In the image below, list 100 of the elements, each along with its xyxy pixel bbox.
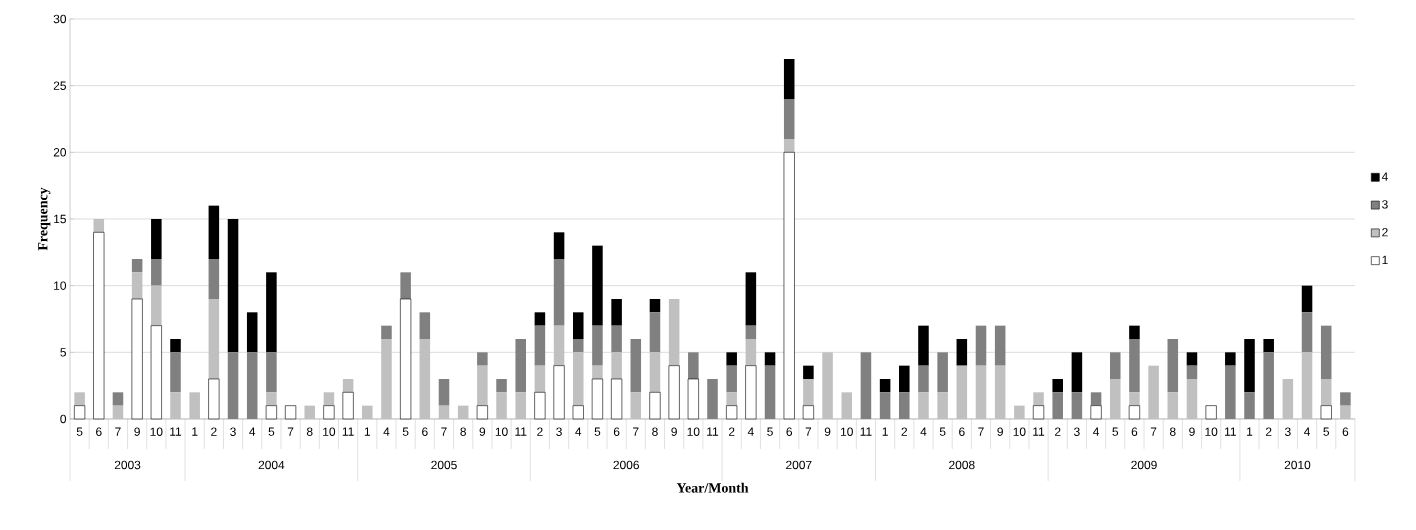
y-tick-label: 30 xyxy=(53,14,67,24)
bar xyxy=(783,98,795,139)
y-tick-label: 25 xyxy=(53,81,66,90)
x-tick-label: 5 xyxy=(1323,427,1330,436)
bar xyxy=(1109,352,1121,379)
bar xyxy=(1320,405,1332,420)
bar xyxy=(591,378,603,420)
x-tick-label: 8 xyxy=(1169,427,1176,436)
x-tick-label: 10 xyxy=(495,427,508,436)
bar xyxy=(342,392,354,420)
y-tick-label: 10 xyxy=(54,281,67,290)
x-tick-label: 4 xyxy=(920,427,927,436)
y-tick-label: 20 xyxy=(53,148,67,157)
bar xyxy=(400,298,412,420)
x-tick-label: 11 xyxy=(860,427,872,436)
x-tick-label: 5 xyxy=(402,427,409,436)
bar xyxy=(649,352,661,393)
bar xyxy=(1071,352,1083,393)
bar xyxy=(476,405,488,420)
x-tick-label: 8 xyxy=(306,427,313,436)
bar xyxy=(1052,378,1063,393)
x-tick-label: 6 xyxy=(613,427,620,436)
text: 2004 xyxy=(258,460,285,470)
x-tick-label: 7 xyxy=(115,427,121,436)
bar xyxy=(1129,325,1140,339)
x-tick-label: 7 xyxy=(633,427,639,436)
bar xyxy=(1186,352,1198,366)
legend-label: 2 xyxy=(1382,227,1388,237)
x-tick-label: 8 xyxy=(460,427,466,436)
bar xyxy=(438,378,450,406)
x-tick-label: 11 xyxy=(1033,427,1045,436)
x-tick-label: 10 xyxy=(687,427,700,436)
x-tick-label: 9 xyxy=(479,427,486,436)
bar xyxy=(1014,405,1025,419)
bar xyxy=(1109,378,1121,419)
bar xyxy=(726,365,737,393)
x-tick-label: 6 xyxy=(1342,427,1349,436)
bar xyxy=(208,205,220,259)
x-tick-label: 11 xyxy=(707,427,719,436)
bar xyxy=(1263,338,1274,353)
bar xyxy=(1128,405,1140,420)
bar xyxy=(496,392,507,419)
legend-label: 4 xyxy=(1381,172,1388,181)
bar xyxy=(266,352,277,393)
x-tick-label: 6 xyxy=(96,427,102,436)
bar xyxy=(783,152,795,420)
bar xyxy=(553,232,565,259)
y-tick-label: 5 xyxy=(60,348,66,357)
x-tick-label: 9 xyxy=(1189,427,1195,436)
bar xyxy=(534,312,546,326)
x-tick-label: 3 xyxy=(1284,427,1291,436)
x-tick-label: 8 xyxy=(652,427,658,436)
x-tick-label: 1 xyxy=(364,427,371,436)
bar xyxy=(246,312,258,353)
bar xyxy=(1129,392,1140,406)
x-tick-label: 6 xyxy=(786,427,793,436)
x-tick-label: 2 xyxy=(728,427,735,436)
bar xyxy=(515,338,526,393)
x-tick-label: 9 xyxy=(997,427,1003,436)
bar xyxy=(1301,352,1313,419)
bar xyxy=(266,272,277,353)
bar xyxy=(1090,392,1102,406)
x-tick-label: 4 xyxy=(1093,427,1100,436)
bar xyxy=(534,392,546,420)
x-tick-label: 1 xyxy=(192,427,198,436)
bar xyxy=(1320,325,1332,379)
bar xyxy=(649,312,661,353)
x-tick-label: 5 xyxy=(1112,427,1119,436)
bar xyxy=(266,392,277,406)
bar xyxy=(1186,365,1198,379)
bar xyxy=(764,352,776,366)
text: 2006 xyxy=(613,460,639,470)
bar xyxy=(803,365,814,379)
bar xyxy=(208,378,220,420)
bar xyxy=(783,58,795,99)
x-tick-label: 10 xyxy=(1013,427,1026,436)
bar xyxy=(1340,405,1351,419)
bar xyxy=(1090,405,1102,420)
bar xyxy=(438,405,450,419)
bar xyxy=(937,352,948,393)
bar xyxy=(918,392,929,419)
bar xyxy=(611,378,623,420)
bar xyxy=(918,325,929,366)
y-tick-label: 15 xyxy=(54,214,66,224)
bar xyxy=(745,365,757,420)
bar xyxy=(630,392,642,419)
bar xyxy=(304,405,316,419)
bar xyxy=(688,352,699,379)
bar xyxy=(131,258,143,273)
bar xyxy=(879,378,891,393)
bar xyxy=(783,138,795,153)
x-tick-label: 11 xyxy=(342,427,354,436)
bar xyxy=(1167,338,1179,393)
bar xyxy=(419,338,431,419)
bar xyxy=(937,392,948,419)
bar xyxy=(803,378,814,406)
bar xyxy=(553,258,565,326)
bar xyxy=(649,392,661,420)
x-tick-label: 9 xyxy=(671,427,677,436)
x-tick-label: 2 xyxy=(211,427,217,436)
